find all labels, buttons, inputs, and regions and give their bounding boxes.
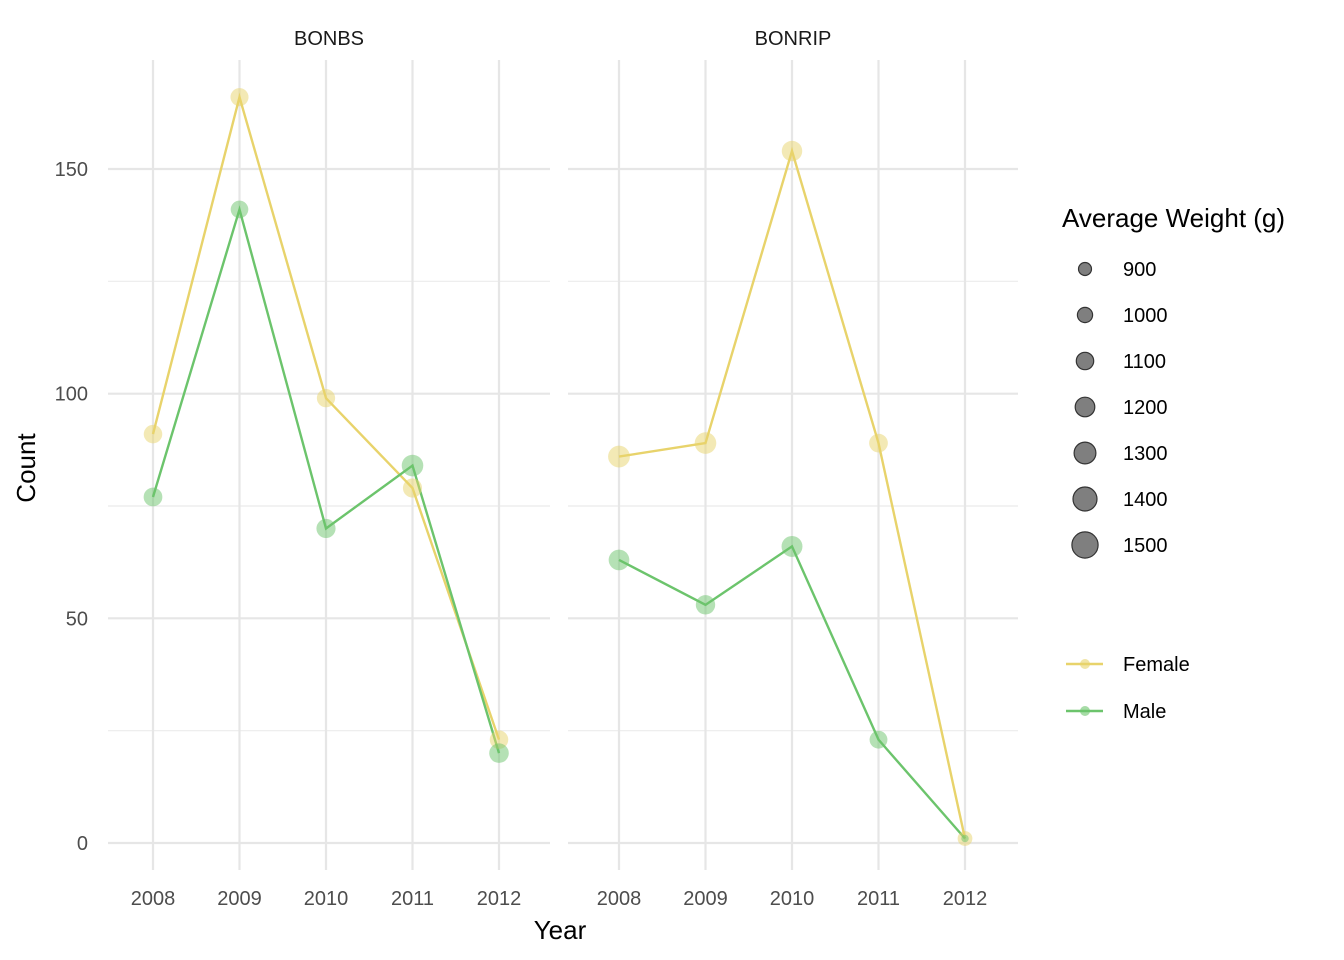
size-legend-label: 1500 [1123, 535, 1168, 557]
data-point-female [608, 445, 630, 468]
x-tick-label: 2012 [943, 888, 988, 910]
legend: Average Weight (g) 900 1000 1100 1200 1300 14… [1062, 203, 1285, 723]
size-legend-title: Average Weight (g) [1062, 203, 1285, 233]
facet-panel-bonrip: BONRIP 2008 2009 2010 2011 2012 [568, 28, 1018, 910]
color-legend-label: Male [1123, 701, 1166, 723]
y-axis-title: Count [11, 433, 41, 503]
data-point-male [869, 730, 888, 749]
x-tick-label: 2011 [857, 888, 900, 910]
size-legend-key [1077, 261, 1093, 277]
x-tick-label: 2009 [217, 888, 262, 910]
data-point-male [961, 834, 969, 843]
data-point-female [694, 432, 717, 454]
size-legend-label: 900 [1123, 259, 1156, 281]
facet-panels: BONBS 2008 2009 2010 2011 2012 0 50 100 150 BONRIP… [55, 28, 1018, 910]
data-point-male [781, 535, 803, 557]
color-legend-point [1080, 659, 1090, 669]
size-legend-key [1075, 351, 1095, 371]
y-tick-label: 0 [77, 833, 88, 855]
data-point-male [489, 743, 509, 763]
size-legend-key [1071, 531, 1099, 559]
data-point-female [316, 389, 336, 408]
color-legend-label: Female [1123, 654, 1190, 676]
size-legend-label: 1300 [1123, 443, 1168, 465]
facet-strip-label: BONBS [294, 28, 364, 50]
y-tick-label: 150 [55, 159, 88, 181]
data-point-female [869, 433, 888, 453]
x-tick-label: 2012 [477, 888, 522, 910]
data-point-male [316, 518, 336, 539]
facet-panel-bonbs: BONBS 2008 2009 2010 2011 2012 0 50 100 150 [55, 28, 550, 910]
x-tick-label: 2008 [597, 888, 642, 910]
data-point-female [143, 424, 163, 444]
y-tick-label: 50 [66, 608, 88, 630]
size-legend-label: 1200 [1123, 397, 1168, 419]
size-legend-label: 1400 [1123, 489, 1168, 511]
data-point-male [143, 487, 163, 507]
x-tick-label: 2011 [391, 888, 434, 910]
x-tick-label: 2009 [683, 888, 728, 910]
data-point-female [489, 730, 509, 749]
data-point-male [401, 454, 424, 477]
x-tick-label: 2008 [131, 888, 176, 910]
x-tick-label: 2010 [770, 888, 815, 910]
data-point-female [781, 140, 803, 162]
data-point-female [230, 88, 249, 107]
size-legend-key [1072, 486, 1098, 512]
size-legend-key [1073, 441, 1097, 465]
size-legend-label: 1100 [1123, 351, 1166, 373]
color-legend-point [1080, 706, 1090, 716]
size-legend-key [1074, 396, 1096, 418]
facet-strip-label: BONRIP [755, 28, 832, 50]
x-tick-label: 2010 [304, 888, 349, 910]
y-tick-label: 100 [55, 384, 88, 406]
data-point-male [608, 549, 630, 571]
data-point-male [695, 595, 716, 615]
data-point-female [402, 478, 423, 498]
x-axis-title: Year [534, 915, 587, 945]
size-legend-key [1076, 306, 1094, 324]
size-legend-label: 1000 [1123, 305, 1168, 327]
data-point-male [230, 200, 249, 219]
